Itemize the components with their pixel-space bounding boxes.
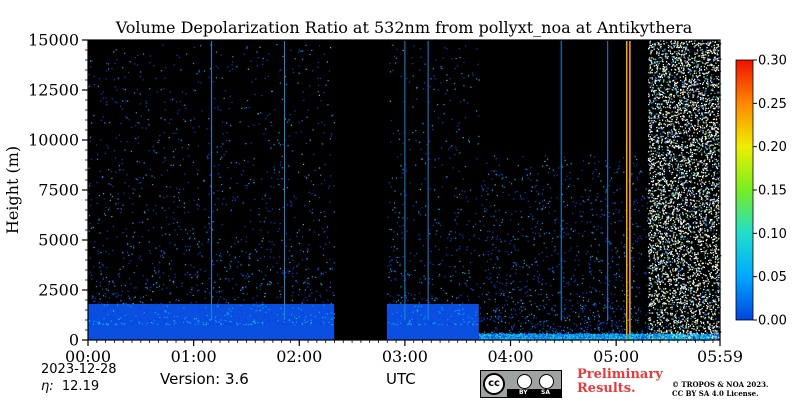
colorbar-tick-label: 0.05: [758, 270, 787, 285]
version-label: Version: 3.6: [160, 370, 249, 388]
y-axis-label: Height (m): [3, 146, 22, 234]
license-bar: [507, 389, 561, 397]
preliminary-notice: Preliminary Results.: [577, 367, 663, 396]
colorbar-tick-label: 0.30: [758, 54, 787, 69]
sa-icon: [539, 374, 554, 389]
colorbar-tick-label: 0.10: [758, 227, 787, 242]
cc-license-logo: cc BY SA: [480, 370, 562, 398]
by-icon: [517, 374, 532, 389]
x-axis-label: UTC: [386, 370, 416, 388]
measurement-date: 2023-12-28: [41, 362, 117, 377]
x-ticks: 00:00 01:00 02:00 03:00 04:00 05:00 05:59: [65, 340, 743, 366]
copyright-notice: © TROPOS & NOA 2023. CC BY SA 4.0 Licens…: [672, 380, 769, 398]
x-tick-label: 03:00: [382, 347, 428, 366]
x-tick-label: 05:00: [593, 347, 639, 366]
y-tick-label: 5000: [38, 231, 79, 250]
chart-title: Volume Depolarization Ratio at 532nm fro…: [115, 18, 693, 37]
plot-background: [88, 40, 720, 340]
y-tick-label: 15000: [28, 31, 79, 50]
x-tick-label: 05:59: [697, 347, 743, 366]
x-tick-label: 02:00: [276, 347, 322, 366]
heatmap-cells: [88, 40, 722, 342]
colorbar-tick-label: 0.00: [758, 314, 787, 329]
y-tick-label: 12500: [28, 81, 79, 100]
colorbar-ticks: 0.00 0.05 0.10 0.15 0.20 0.25 0.30: [753, 54, 787, 329]
x-tick-label: 01:00: [171, 347, 217, 366]
colorbar-tick-label: 0.20: [758, 140, 787, 155]
y-tick-label: 0: [69, 331, 79, 350]
colorbar: [735, 59, 754, 321]
x-tick-label: 00:00: [65, 347, 111, 366]
cc-icon: cc: [483, 373, 505, 395]
y-tick-label: 7500: [38, 181, 79, 200]
y-tick-label: 10000: [28, 131, 79, 150]
colorbar-tick-label: 0.15: [758, 184, 787, 199]
by-label: BY: [519, 389, 528, 396]
colorbar-tick-label: 0.25: [758, 97, 787, 112]
eta-value: η: 12.19: [41, 379, 100, 394]
sa-label: SA: [541, 389, 550, 396]
y-tick-label: 2500: [38, 281, 79, 300]
x-tick-label: 04:00: [487, 347, 533, 366]
y-ticks: 0 2500 5000 7500 10000 12500 15000: [28, 31, 88, 350]
